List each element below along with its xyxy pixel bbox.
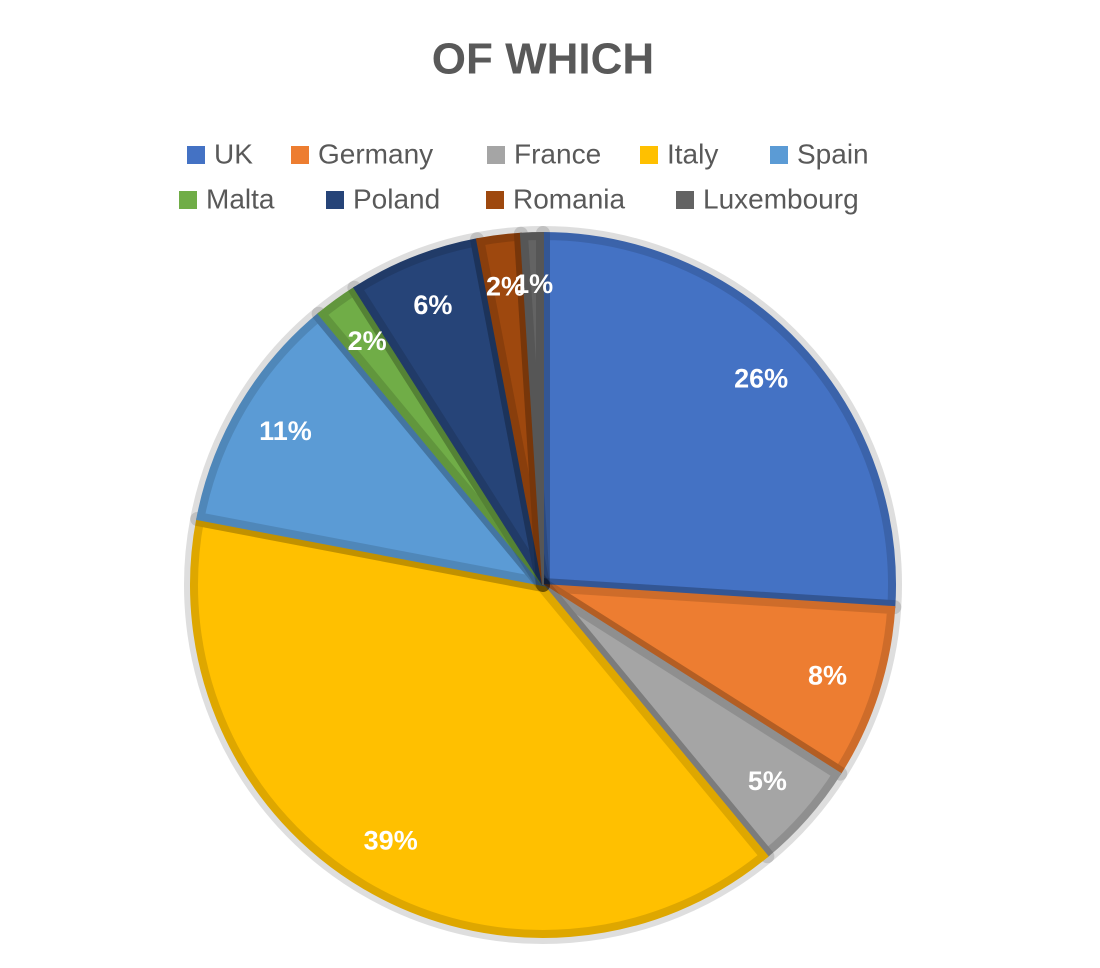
legend-text: Malta: [206, 183, 275, 214]
value-label: 1%: [514, 269, 553, 299]
legend-text: Germany: [318, 138, 433, 169]
legend-swatch: [770, 146, 788, 164]
value-label: 11%: [259, 416, 312, 446]
value-label: 5%: [748, 766, 787, 796]
pie-slice: [519, 231, 544, 586]
legend-swatch: [487, 146, 505, 164]
slice-border: [347, 232, 550, 592]
legend-swatch: [179, 191, 197, 209]
value-label: 39%: [364, 826, 418, 856]
pie-slice: [190, 517, 769, 938]
legend-swatch: [676, 191, 694, 209]
slice-border: [190, 306, 550, 592]
slice-border: [184, 512, 775, 944]
value-label: 2%: [348, 326, 387, 356]
pie-slice: [196, 312, 546, 587]
legend-text: France: [514, 138, 601, 169]
legend-text: Luxembourg: [703, 183, 859, 214]
legend-swatch: [486, 191, 504, 209]
legend-text: Italy: [667, 138, 718, 169]
pie-slice: [353, 238, 544, 586]
legend-text: UK: [214, 138, 253, 169]
slice-border: [536, 578, 902, 781]
legend-text: Romania: [513, 183, 625, 214]
value-label: 26%: [734, 363, 788, 393]
slice-border: [536, 226, 902, 615]
legend-swatch: [640, 146, 658, 164]
legend-swatch: [291, 146, 309, 164]
legend-text: Spain: [797, 138, 869, 169]
chart-title: OF WHICH: [432, 35, 654, 84]
legend-swatch: [187, 146, 205, 164]
pie-slice: [542, 231, 896, 609]
value-label: 6%: [413, 290, 452, 320]
legend-text: Poland: [353, 183, 440, 214]
value-label: 8%: [808, 661, 847, 691]
slice-border: [513, 226, 550, 592]
value-label: 2%: [486, 271, 525, 301]
pie-slice: [542, 584, 896, 775]
legend-swatch: [326, 191, 344, 209]
